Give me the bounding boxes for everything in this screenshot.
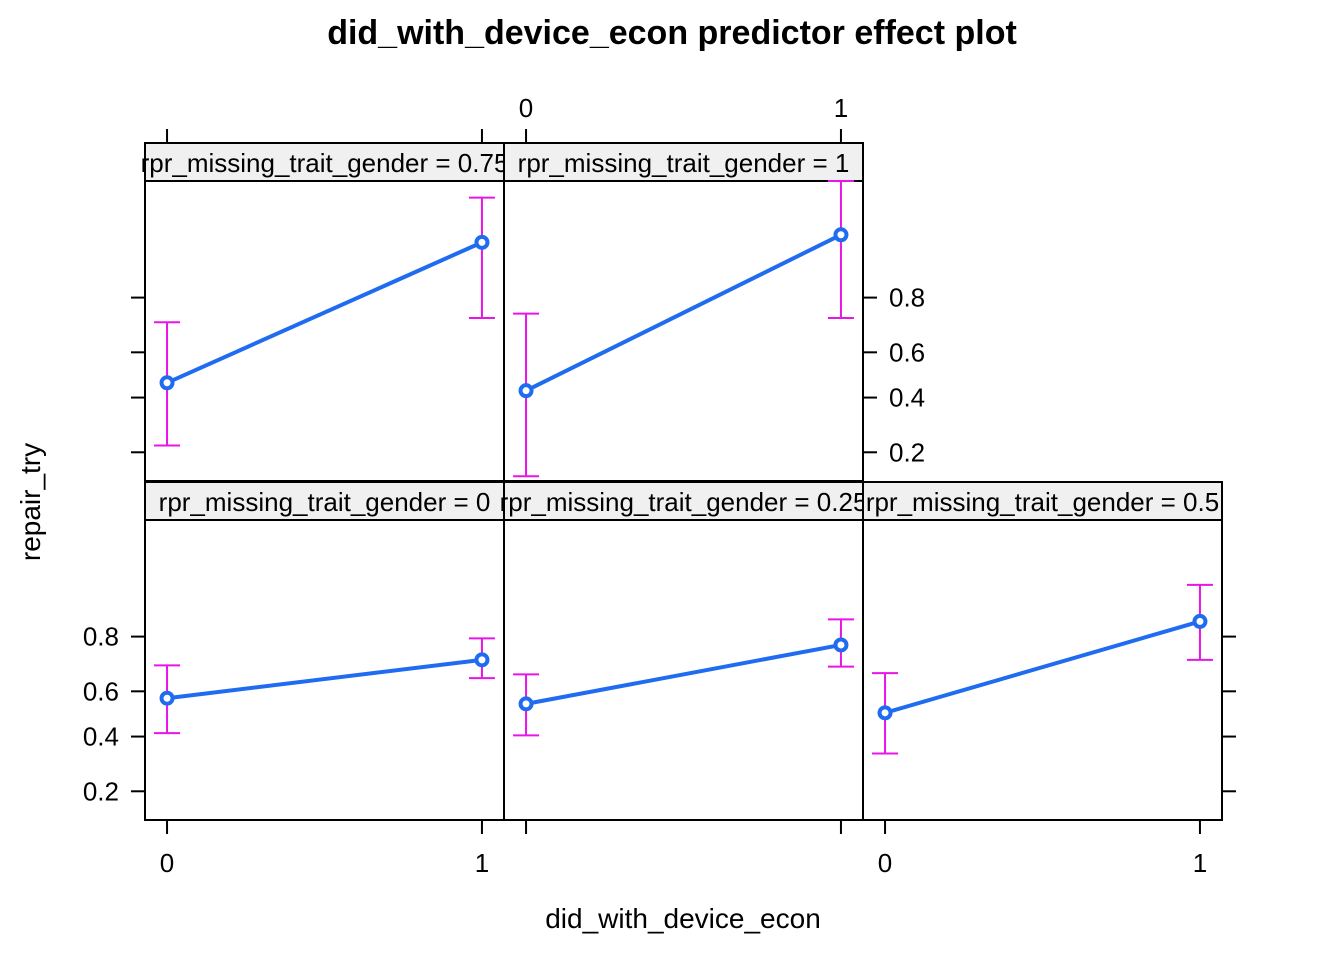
x-tick-label: 0 (160, 848, 174, 878)
panel-frame (862, 519, 1223, 821)
panel-frame (144, 519, 505, 821)
fit-point (518, 383, 534, 399)
panel-strip (144, 481, 505, 521)
fit-point (877, 705, 893, 721)
y-tick-label: 0.2 (83, 776, 119, 806)
x-tick-label: 1 (1193, 848, 1207, 878)
y-tick-label: 0.4 (889, 383, 925, 413)
panel-frame (503, 519, 864, 821)
y-axis-label: repair_try (15, 443, 46, 561)
panel-frame (503, 180, 864, 482)
axes-group: 0 1 0 1 0 1 0.2 0.4 0.6 0.8 0.2 0.4 0.6 0.8 (83, 93, 1236, 878)
panel: rpr_missing_trait_gender = 0 (144, 481, 505, 821)
chart-title: did_with_device_econ predictor effect pl… (327, 14, 1017, 52)
fit-line (166, 240, 483, 385)
fit-point (833, 637, 849, 653)
panel-frame (144, 180, 505, 482)
fit-point (159, 690, 175, 706)
strip-label: rpr_missing_trait_gender = 0.5 (866, 487, 1219, 517)
panels-group: rpr_missing_trait_gender = 0 rpr_missing_… (141, 142, 1223, 821)
fit-line (884, 619, 1201, 715)
strip-label: rpr_missing_trait_gender = 0.75 (141, 148, 509, 178)
panel: rpr_missing_trait_gender = 0.75 (141, 142, 509, 482)
x-tick-label: 1 (475, 848, 489, 878)
fit-line (525, 642, 842, 706)
y-tick-label: 0.4 (83, 722, 119, 752)
strip-label: rpr_missing_trait_gender = 1 (518, 148, 850, 178)
y-tick-label: 0.6 (889, 337, 925, 367)
y-tick-label: 0.6 (83, 676, 119, 706)
x-axis-label: did_with_device_econ (545, 903, 821, 934)
fit-point (474, 652, 490, 668)
fit-line (166, 657, 483, 701)
x-tick-label: 0 (519, 93, 533, 123)
fit-point (159, 375, 175, 391)
x-tick-label: 0 (878, 848, 892, 878)
panel-strip (503, 142, 864, 182)
panel: rpr_missing_trait_gender = 0.25 (500, 481, 868, 821)
panel-strip (862, 481, 1223, 521)
fit-line (525, 232, 842, 393)
fit-point (833, 227, 849, 243)
y-tick-label: 0.2 (889, 437, 925, 467)
x-tick-label: 1 (834, 93, 848, 123)
y-tick-label: 0.8 (83, 622, 119, 652)
y-tick-label: 0.8 (889, 283, 925, 313)
fit-point (518, 696, 534, 712)
strip-label: rpr_missing_trait_gender = 0.25 (500, 487, 868, 517)
fit-point (1192, 613, 1208, 629)
strip-label: rpr_missing_trait_gender = 0 (159, 487, 491, 517)
panel-strip (144, 142, 505, 182)
fit-point (474, 234, 490, 250)
panel: rpr_missing_trait_gender = 0.5 (862, 481, 1223, 821)
panel: rpr_missing_trait_gender = 1 (503, 142, 864, 482)
